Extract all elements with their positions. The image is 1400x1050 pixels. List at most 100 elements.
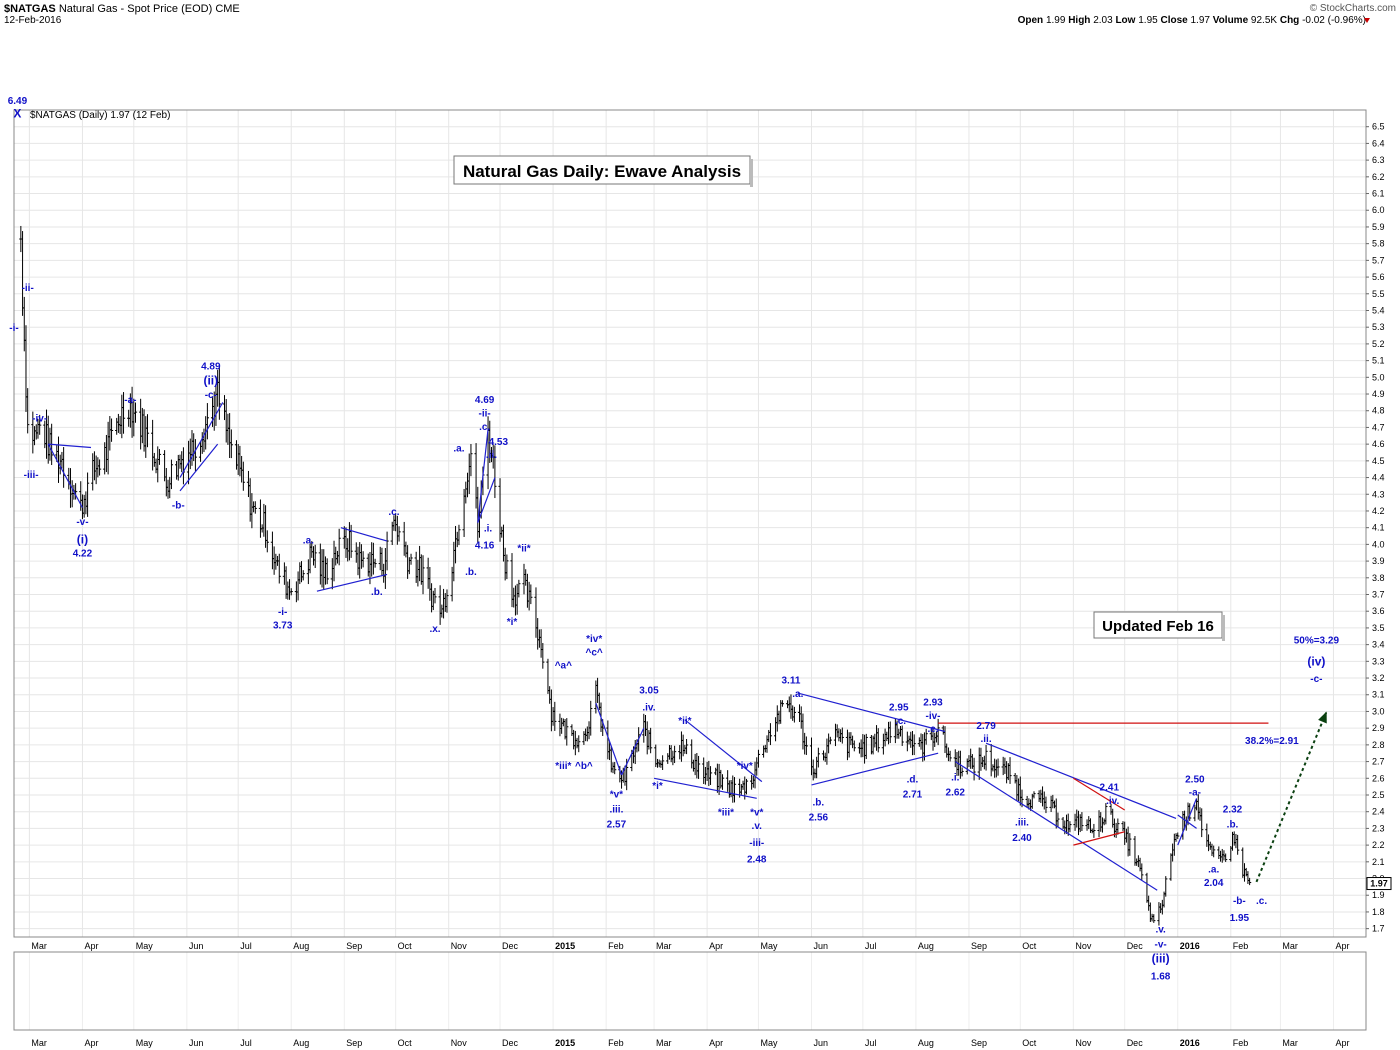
x-tick-label: Jul: [865, 941, 877, 951]
y-tick-label: 1.7: [1372, 924, 1385, 934]
y-tick-label: 6.4: [1372, 138, 1385, 148]
y-tick-label: 3.9: [1372, 556, 1385, 566]
wave-label: 3.11: [782, 676, 801, 687]
y-tick-label: 3.4: [1372, 640, 1385, 650]
wave-label: (i): [77, 532, 88, 546]
x-tick-label: May: [760, 941, 778, 951]
chart-date: 12-Feb-2016: [4, 15, 62, 26]
x-tick-label: Dec: [1127, 941, 1144, 951]
wave-label: ^c^: [586, 647, 603, 658]
x-tick-label-bottom: Apr: [84, 1038, 98, 1048]
y-tick-label: 4.8: [1372, 406, 1385, 416]
volume-value: 92.5K: [1250, 15, 1278, 26]
y-tick-label: 2.6: [1372, 773, 1385, 783]
blue-trendline: [48, 443, 92, 449]
x-tick-label: Dec: [502, 941, 519, 951]
blue-trendline: [179, 443, 219, 492]
y-tick-label: 6.5: [1372, 122, 1385, 132]
y-tick-label: 3.2: [1372, 673, 1385, 683]
y-tick-label: 1.8: [1372, 907, 1385, 917]
x-tick-label-bottom: Mar: [31, 1038, 47, 1048]
blue-trendline: [811, 752, 939, 786]
wave-annotations: 6.49X -ii- -i- -iv- -iii- -v- (i) 4.22 -a- -b- 4.8…: [8, 96, 1340, 982]
y-tick-label: 2.9: [1372, 723, 1385, 733]
x-tick-label: Oct: [1022, 941, 1037, 951]
low-value: 1.95: [1138, 15, 1158, 26]
wave-label: -i-: [278, 607, 287, 618]
y-tick-label: 1.9: [1372, 890, 1385, 900]
y-tick-label: 4.6: [1372, 439, 1385, 449]
symbol-description: Natural Gas - Spot Price (EOD): [58, 3, 213, 15]
wave-label: .c.: [895, 716, 906, 727]
wave-label: (iv): [1307, 654, 1325, 668]
y-tick-label: 2.2: [1372, 840, 1385, 850]
wave-label: 38.2%=2.91: [1245, 736, 1299, 747]
x-tick-label: Feb: [608, 941, 624, 951]
wave-label: 2.40: [1012, 833, 1032, 844]
y-tick-label: 4.4: [1372, 473, 1385, 483]
y-tick-label: 2.4: [1372, 807, 1385, 817]
y-tick-label: 6.0: [1372, 205, 1385, 215]
x-tick-label: Oct: [398, 941, 413, 951]
wave-label: .e.: [927, 724, 938, 735]
y-tick-label: 4.3: [1372, 489, 1385, 499]
x-tick-label-bottom: Feb: [608, 1038, 624, 1048]
wave-label: -iii-: [749, 838, 764, 849]
y-tick-label: 5.1: [1372, 356, 1385, 366]
wave-label: *iv*: [737, 761, 753, 772]
wave-label: .b.: [1227, 819, 1239, 830]
wave-label: .b.: [813, 798, 825, 809]
close-value: 1.97: [1190, 15, 1210, 26]
y-tick-label: 5.4: [1372, 305, 1385, 315]
wave-label: 4.22: [73, 549, 93, 560]
wave-label: 1.95: [1230, 913, 1250, 924]
x-tick-label-bottom: Apr: [1335, 1038, 1349, 1048]
wave-label: .iv.: [642, 702, 655, 713]
wave-label: ^a^: [555, 661, 572, 672]
blue-trendline: [477, 477, 496, 523]
blue-trendline: [316, 573, 388, 592]
last-price-label: 1.97: [1370, 879, 1388, 889]
wave-label: .a.: [453, 443, 464, 454]
blue-trendline: [595, 702, 623, 776]
wave-label: .a.: [792, 689, 803, 700]
wave-label: .i.: [484, 524, 493, 535]
legend-text: $NATGAS (Daily) 1.97 (12 Feb): [30, 110, 170, 121]
wave-label: -ii-: [479, 408, 491, 419]
x-tick-label-bottom: Jul: [865, 1038, 877, 1048]
wave-label: *iii*: [555, 761, 571, 772]
y-tick-label: 4.2: [1372, 506, 1385, 516]
x-tick-label: Apr: [709, 941, 723, 951]
y-tick-label: 2.8: [1372, 740, 1385, 750]
y-tick-label: 5.6: [1372, 272, 1385, 282]
quote-bar: Open 1.99 High 2.03 Low 1.95 Close 1.97 …: [1018, 15, 1366, 26]
y-tick-label: 4.0: [1372, 539, 1385, 549]
wave-label: -a-: [124, 395, 136, 406]
blue-trendline: [797, 692, 946, 733]
wave-label: -v-: [1155, 940, 1167, 951]
y-tick-label: 5.5: [1372, 289, 1385, 299]
volume-label: Volume: [1212, 15, 1249, 26]
wave-label: 6.49: [8, 96, 28, 107]
open-value: 1.99: [1045, 15, 1066, 26]
x-tick-label: May: [136, 941, 154, 951]
symbol: $NATGAS: [4, 3, 56, 15]
x-tick-label: Mar: [31, 941, 47, 951]
wave-label: 50%=3.29: [1294, 636, 1340, 647]
wave-label: X: [13, 106, 21, 120]
projection-arrow-head: [1318, 711, 1327, 724]
wave-label: .d.: [907, 774, 919, 785]
y-tick-label: 5.8: [1372, 239, 1385, 249]
y-tick-label: 3.3: [1372, 656, 1385, 666]
y-tick-label: 4.5: [1372, 456, 1385, 466]
wave-label: -a-: [1189, 788, 1201, 799]
open-label: Open: [1017, 15, 1044, 26]
y-tick-label: 6.1: [1372, 189, 1385, 199]
wave-label: 2.41: [1100, 783, 1120, 794]
x-tick-label: Sep: [971, 941, 987, 951]
x-tick-label-bottom: Dec: [1127, 1038, 1144, 1048]
x-tick-label: Jun: [189, 941, 204, 951]
wave-label: 2.95: [889, 702, 909, 713]
wave-label: (iii): [1152, 952, 1170, 966]
x-tick-label: Mar: [656, 941, 672, 951]
